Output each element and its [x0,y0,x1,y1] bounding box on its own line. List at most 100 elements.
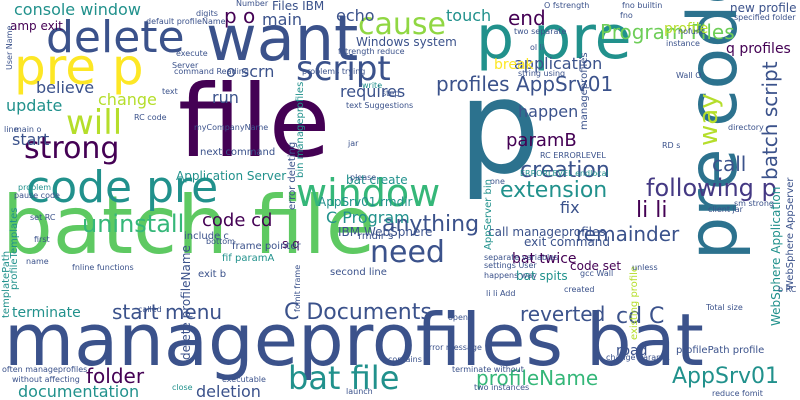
cloud-word: next command [200,147,276,158]
cloud-word: one [490,177,505,186]
cloud-word: li li Add [486,289,516,298]
cloud-word: pause code [14,191,60,200]
cloud-word: creation [520,158,610,183]
cloud-word: RC code [134,113,167,122]
cloud-word: WebSphere AppServer [785,177,796,290]
cloud-word: manageprofiles [579,52,590,130]
cloud-word: executable [222,375,266,384]
cloud-word: profilePath profile [676,345,765,356]
cloud-word: nofunc [678,27,706,36]
cloud-word: AppSrv01 rmdir [318,195,413,209]
cloud-word: Windows system [356,35,457,49]
cloud-word: Wall O [676,71,702,80]
cloud-word: please [350,173,377,182]
cloud-word: templatePath [1,250,12,318]
cloud-word: fix [560,198,580,217]
cloud-word: echo [336,6,375,25]
cloud-word: p pre [476,3,632,73]
cloud-word: file [178,63,331,180]
cloud-word: bin manageprofiles [295,81,306,178]
cloud-word: code set [570,259,622,273]
cloud-word: run [212,88,239,107]
cloud-word: existing profile [629,265,640,340]
cloud-word: reduce fomit [712,389,763,398]
cloud-word: deletion [196,382,261,400]
cloud-word: application [514,54,603,73]
cloud-word: terminate without [452,365,524,374]
cloud-word: instance [666,39,700,48]
cloud-word: fno [620,11,633,20]
cloud-word: myCompanyName [194,123,269,132]
cloud-word: client jar [708,205,743,214]
cloud-word: s q [282,237,300,251]
cloud-word: command Reading [174,67,249,76]
cloud-word: error message [424,343,482,352]
cloud-word: AppServer bin [483,179,494,250]
cloud-word: profiles AppSrv01 [436,72,614,96]
cloud-word: call manageprofiles [488,225,606,239]
cloud-word: gcc Wall [580,269,614,278]
cloud-word: RD s [662,141,681,150]
cloud-word: settings User [484,261,537,270]
cloud-word: two separate [514,27,567,36]
cloud-word: created [564,285,595,294]
cloud-word: b RC [778,285,797,294]
cloud-word: exit command [524,235,611,249]
cloud-word: exit b [198,269,227,280]
cloud-word: start menu [112,300,223,324]
cloud-word: cd C [616,304,665,329]
cloud-word: string using [518,69,566,78]
cloud-word: Server [172,61,199,70]
cloud-word: batch script [758,61,782,180]
cloud-word: happens way [484,271,538,280]
cloud-word: fnline functions [72,263,134,272]
cloud-word: text Suggestions [346,101,414,110]
cloud-word: requires [340,82,406,101]
cloud-word: User Name [5,25,14,70]
cloud-word: contains [388,355,422,364]
cloud-word: two instances [474,383,530,392]
cloud-word: change paramA [606,353,670,362]
cloud-word: rmdir s [358,231,394,242]
cloud-word: believe [36,78,95,97]
cloud-word: need [370,235,445,270]
cloud-word: manageprofiles bat [4,298,704,382]
cloud-word: Number [236,0,269,8]
cloud-word: write [362,81,383,90]
cloud-word: ol li [530,43,545,52]
cloud-word: default profileName [146,17,226,26]
cloud-word: problem [18,183,52,192]
cloud-word: reverted [520,302,606,326]
cloud-word: O fstrength [544,1,590,10]
cloud-word: change [98,90,157,109]
cloud-word: text [162,87,178,96]
cloud-word: second line [330,267,387,278]
cloud-word: documentation [18,382,140,400]
cloud-word: q profiles [726,41,791,57]
cloud-word: C Documents [284,300,432,325]
cloud-word: batch file [2,179,376,272]
cloud-word: touch [446,6,492,25]
cloud-word: open [448,313,468,322]
cloud-word: fno builtin [622,1,663,10]
cloud-word: problems trying [302,67,366,76]
cloud-word: bat file [288,359,400,397]
cloud-word: way [694,93,724,146]
cloud-word: name [26,257,49,266]
cloud-word: main [262,10,302,29]
cloud-word: without affecting [12,375,80,384]
cloud-word: bat create [346,173,408,187]
cloud-word: uninstall [82,210,185,238]
cloud-word: ERRORLEVEL endlocal [520,169,609,178]
cloud-word: strong [24,131,120,166]
cloud-word: p o [224,4,256,28]
cloud-word: jar [348,139,359,148]
cloud-word: cause [358,7,446,42]
cloud-word: fstrength reduce [338,47,405,56]
cloud-word: set RC [30,213,56,222]
cloud-word: want [206,2,359,75]
cloud-word: will [66,103,123,143]
cloud-word: following p [646,174,777,202]
cloud-word: console window [14,0,141,19]
